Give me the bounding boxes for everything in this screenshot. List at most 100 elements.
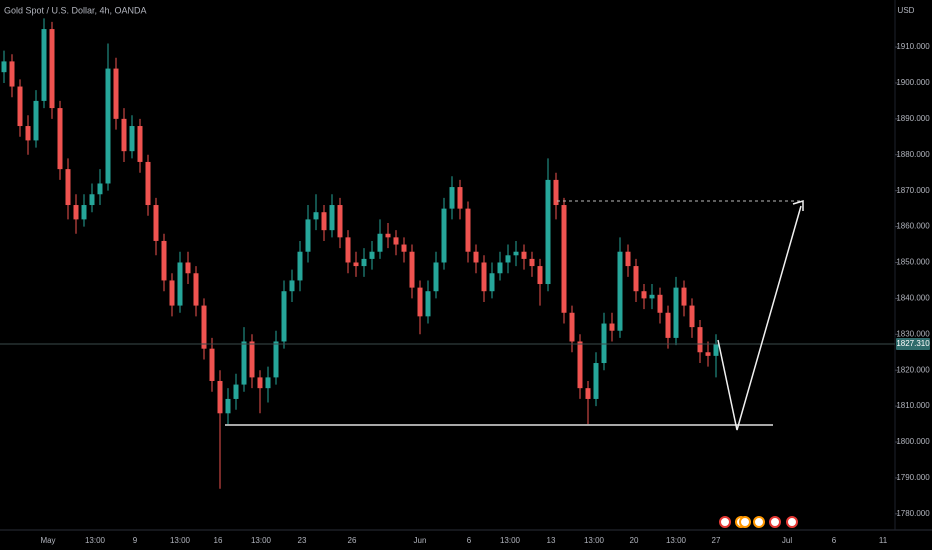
x-tick-label: 13:00 [85,536,106,545]
candle-body [401,244,407,252]
y-tick-label: 1800.000 [896,437,930,446]
candle-body [569,312,575,342]
y-tick-label: 1860.000 [896,222,930,231]
candle-body [1,61,7,73]
candle-body [249,341,255,378]
candle-body [513,251,519,256]
candle-body [145,161,151,206]
x-tick-label: Jun [414,536,427,545]
y-tick-label: 1890.000 [896,114,930,123]
candle-body [441,208,447,263]
candle-body [17,86,23,127]
x-tick-label: 6 [467,536,472,545]
y-tick-label: 1870.000 [896,186,930,195]
x-tick-label: 23 [298,536,307,545]
x-tick-label: 26 [348,536,357,545]
candle-body [553,179,559,206]
candle-body [257,377,263,389]
y-tick-label: 1810.000 [896,401,930,410]
candle-body [521,251,527,259]
candle-body [713,343,719,356]
candle-body [449,187,455,209]
event-icon [786,516,798,528]
candle-body [465,208,471,252]
candle-body [361,258,367,267]
candle-body [369,251,375,259]
y-tick-label: 1880.000 [896,150,930,159]
candle-body [657,294,663,313]
y-tick-label: 1790.000 [896,473,930,482]
candle-body [105,68,111,184]
candle-body [561,205,567,313]
candle-body [473,251,479,263]
candle-body [705,352,711,356]
chart-title: Gold Spot / U.S. Dollar, 4h, OANDA [4,5,147,15]
candle-body [689,305,695,328]
candle-body [97,183,103,195]
candle-body [633,266,639,292]
candle-body [185,262,191,274]
x-tick-label: 13:00 [666,536,687,545]
candle-body [89,194,95,206]
candle-body [625,251,631,267]
candle-body [161,240,167,281]
candle-body [641,291,647,299]
candle-body [417,287,423,317]
candle-body [617,251,623,331]
candle-body [41,29,47,101]
candle-body [209,348,215,381]
event-icons [719,516,798,528]
candle-body [169,280,175,306]
candle-body [585,388,591,399]
drawings [225,199,804,431]
candle-body [129,126,135,152]
candle-body [193,273,199,306]
x-tick-label: 20 [630,536,639,545]
candle-body [649,294,655,299]
candle-body [457,187,463,209]
y-tick-label: 1830.000 [896,329,930,338]
x-tick-label: 13:00 [170,536,191,545]
candle-body [345,237,351,263]
candle-body [321,212,327,231]
candle-body [665,312,671,338]
x-tick-label: 13:00 [251,536,272,545]
candle-body [377,233,383,252]
candle-body [593,363,599,399]
candle-body [297,251,303,281]
event-icon [739,516,751,528]
candle-body [329,205,335,231]
candle-body [425,291,431,317]
candle-body [289,280,295,292]
x-tick-label: 16 [214,536,223,545]
candle-body [537,266,543,285]
projection-arrow [717,205,802,431]
candle-body [73,205,79,220]
event-icon [753,516,765,528]
x-tick-label: 13 [547,536,556,545]
candle-body [9,61,15,87]
candle-body [201,305,207,349]
candle-body [497,262,503,274]
candle-body [609,323,615,331]
candle-body [529,258,535,267]
candle-body [273,341,279,378]
candle-body [353,262,359,267]
last-price-label: 1827.310 [896,339,930,348]
candle-body [217,380,223,414]
candle-body [481,262,487,292]
x-tick-label: 13:00 [584,536,605,545]
candle-body [57,108,63,170]
candle-body [545,179,551,285]
candle-body [577,341,583,389]
candle-body [177,262,183,306]
arrow-head [792,199,804,211]
x-tick-label: 27 [712,536,721,545]
candle-body [225,398,231,414]
candle-body [697,327,703,353]
x-tick-label: 9 [133,536,138,545]
candle-body [25,126,31,141]
y-tick-label: 1820.000 [896,365,930,374]
